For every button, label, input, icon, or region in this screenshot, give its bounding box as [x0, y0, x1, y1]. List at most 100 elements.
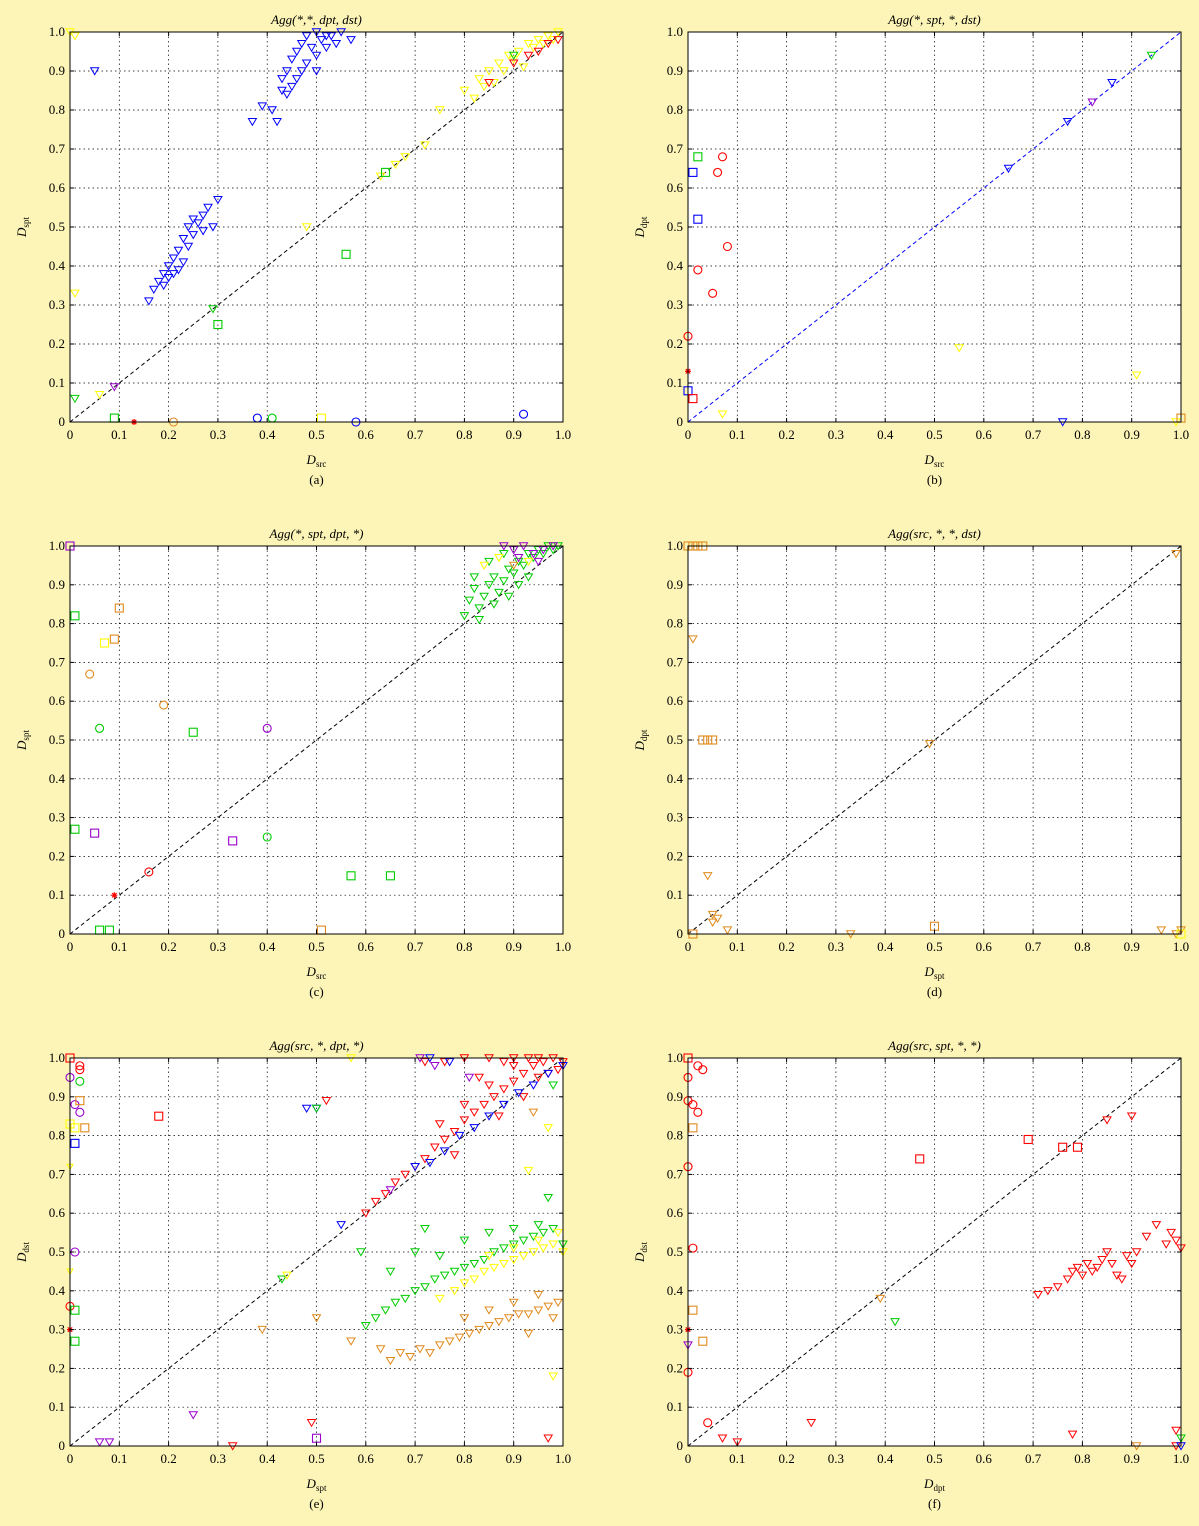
x-tick-label: 0.9 [1124, 939, 1140, 954]
point-purple-triangle [533, 557, 544, 567]
x-tick-label: 0.6 [976, 427, 993, 442]
point-red-triangle [459, 1116, 470, 1125]
x-tick-label: 0.4 [259, 1451, 276, 1466]
point-yellow-triangle [518, 1252, 529, 1261]
panel-caption: (d) [927, 984, 942, 999]
point-blue-triangle [336, 1221, 347, 1230]
point-orange-triangle [474, 1325, 485, 1335]
point-purple-triangle [188, 1411, 199, 1420]
point-red-circle [708, 288, 718, 298]
point-yellow-triangle [94, 391, 105, 400]
point-green-triangle [538, 550, 549, 559]
y-tick-label: 0.9 [667, 63, 683, 78]
point-purple-triangle [1087, 98, 1098, 107]
point-blue-square [693, 214, 703, 224]
point-yellow-triangle [548, 1240, 559, 1249]
x-tick-label: 0.5 [308, 939, 324, 954]
x-tick-label: 0.8 [1074, 427, 1090, 442]
data-points [65, 1053, 568, 1451]
point-yellow-triangle [434, 1294, 445, 1304]
point-red-triangle [717, 1434, 728, 1443]
point-blue-triangle [454, 1131, 465, 1141]
x-tick-label: 0.1 [729, 427, 745, 442]
x-axis-label: Dsrc [306, 964, 327, 981]
x-tick-label: 0.7 [1025, 939, 1042, 954]
point-orange-triangle [702, 872, 713, 881]
point-red-triangle [1126, 1112, 1137, 1121]
point-blue-triangle [444, 1058, 455, 1067]
point-orange-triangle [523, 1310, 534, 1319]
x-tick-label: 0.1 [111, 939, 127, 954]
chart-title: Agg(*,*, dpt, dst) [270, 12, 362, 27]
point-red-triangle [390, 1178, 401, 1187]
x-tick-label: 0.2 [160, 939, 176, 954]
point-orange-triangle [523, 1329, 534, 1339]
point-yellow-triangle [434, 106, 445, 115]
x-tick-label: 0.5 [308, 1451, 324, 1466]
point-green-triangle [518, 1236, 529, 1245]
point-green-triangle [518, 561, 529, 570]
point-green-triangle [543, 1193, 554, 1203]
point-green-square [341, 249, 351, 259]
point-yellow-triangle [513, 47, 524, 57]
y-tick-label: 0.4 [49, 258, 66, 273]
y-tick-label: 0.7 [667, 141, 684, 156]
point-red-triangle [489, 1093, 499, 1102]
y-tick-label: 0.7 [667, 1166, 684, 1181]
point-red-triangle [380, 1190, 391, 1199]
point-blue-triangle [331, 40, 342, 49]
point-orange-triangle [1171, 550, 1181, 559]
chart-title: Agg(src, spt, *, *) [887, 1038, 981, 1053]
x-tick-label: 0.5 [926, 427, 942, 442]
point-purple-triangle [104, 1438, 115, 1447]
point-red-square [688, 394, 698, 404]
x-tick-label: 0.5 [926, 1451, 942, 1466]
point-green-triangle [469, 573, 480, 582]
x-tick-label: 0.4 [259, 427, 276, 442]
y-tick-label: 0.5 [667, 219, 683, 234]
point-red-triangle [498, 1085, 509, 1094]
point-green-triangle [410, 1287, 420, 1296]
point-orange-triangle [346, 1337, 356, 1346]
point-red-triangle [1092, 1263, 1103, 1273]
x-tick-label: 0.1 [111, 1451, 127, 1466]
x-tick-label: 0.7 [407, 939, 424, 954]
point-blue-triangle [326, 32, 337, 41]
point-red-triangle [1102, 1248, 1112, 1257]
y-tick-label: 0.3 [49, 1322, 65, 1337]
x-tick-label: 0.8 [1074, 1451, 1090, 1466]
point-red-triangle [1072, 1263, 1083, 1273]
point-orange-triangle [508, 561, 519, 570]
y-tick-label: 1.0 [49, 24, 65, 39]
point-blue-triangle [168, 254, 179, 263]
point-yellow-triangle [494, 553, 504, 563]
point-yellow-triangle [474, 75, 485, 84]
point-yellow-triangle [533, 1236, 544, 1245]
point-red-circle [698, 1065, 708, 1075]
point-red-triangle [439, 1135, 450, 1145]
y-tick-label: 0.6 [49, 693, 66, 708]
point-orange-triangle [257, 1325, 268, 1335]
point-red-square [1058, 1142, 1068, 1152]
point-green-triangle [459, 1236, 470, 1245]
y-tick-label: 0.1 [667, 375, 683, 390]
point-red-triangle [400, 1170, 411, 1179]
chart-title: Agg(src, *, *, dst) [887, 526, 981, 541]
y-tick-label: 0.3 [49, 297, 65, 312]
point-blue-triangle [316, 36, 327, 45]
x-tick-label: 0.9 [1124, 1451, 1140, 1466]
y-tick-label: 0 [59, 926, 66, 941]
point-blue-square [688, 167, 698, 177]
point-red-circle [717, 152, 728, 162]
x-tick-label: 1.0 [1173, 427, 1189, 442]
y-tick-label: 0.4 [49, 1283, 66, 1298]
point-purple-triangle [385, 1186, 396, 1195]
point-green-triangle [538, 1228, 549, 1238]
point-blue-triangle [286, 55, 297, 64]
point-green-triangle [469, 1259, 480, 1269]
point-green-triangle [420, 1225, 430, 1234]
point-blue-triangle [410, 1162, 420, 1172]
point-green-circle [95, 723, 105, 733]
y-tick-label: 0.6 [49, 1205, 66, 1220]
y-axis-label: Ddst [632, 1242, 649, 1263]
